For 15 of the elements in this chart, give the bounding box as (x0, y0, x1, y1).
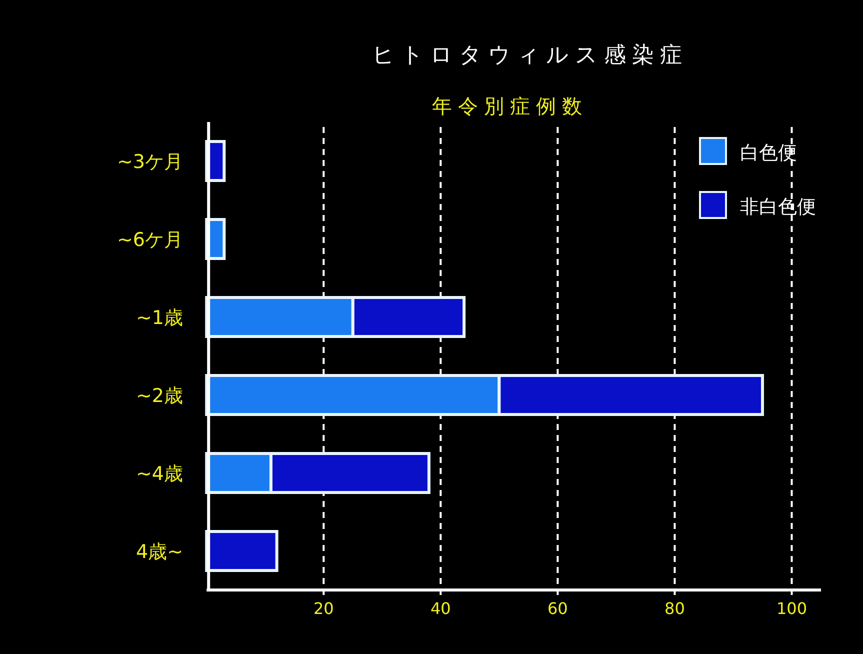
subtitle: 年令別症例数 (432, 94, 588, 118)
xtick: 60 (548, 599, 568, 618)
category: ~3ケ月 (116, 151, 183, 173)
category: ~1歳 (136, 307, 183, 329)
legend-label: 白色便 (740, 142, 797, 164)
xtick: 40 (430, 599, 451, 618)
xtick: 100 (776, 599, 808, 618)
title: ヒトロタウィルス感染症 (372, 43, 688, 68)
category: 4歳~ (136, 541, 183, 563)
xtick: 80 (664, 599, 685, 618)
xtick: 20 (313, 599, 334, 618)
category: ~2歳 (136, 385, 183, 407)
category: ~4歳 (136, 463, 183, 485)
category: ~6ケ月 (116, 229, 183, 251)
legend-label: 非白色便 (740, 196, 816, 218)
